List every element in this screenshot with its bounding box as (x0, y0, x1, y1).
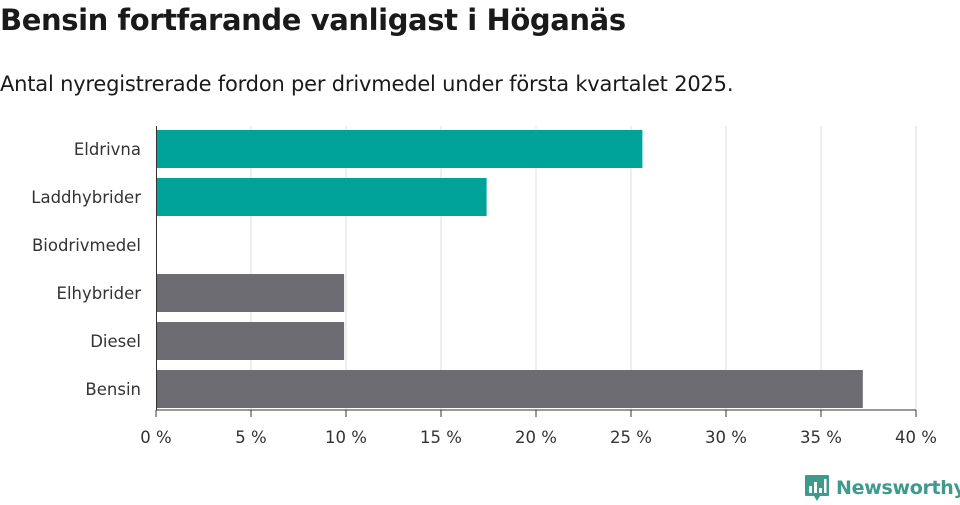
tick-label: 15 % (420, 428, 462, 447)
category-label: Eldrivna (74, 140, 141, 159)
bar (156, 370, 863, 408)
category-label: Elhybrider (57, 284, 142, 303)
tick-label: 25 % (610, 428, 652, 447)
chart-subtitle: Antal nyregistrerade fordon per drivmede… (0, 72, 734, 96)
category-label: Biodrivmedel (32, 236, 141, 255)
bars (156, 130, 863, 408)
tick-label: 5 % (235, 428, 266, 447)
bar (156, 130, 643, 168)
bar (156, 322, 345, 360)
category-label: Diesel (90, 332, 141, 351)
tick-label: 0 % (140, 428, 171, 447)
tick-label: 35 % (800, 428, 842, 447)
tick-label: 20 % (515, 428, 557, 447)
category-label: Laddhybrider (31, 188, 141, 207)
brand-logo: Newsworthy (804, 474, 960, 502)
grid-lines (250, 126, 917, 410)
x-axis: 0 % 5 % 10 % 15 % 20 % 25 % 30 % 35 % 40 % (140, 126, 937, 447)
bar-chart-logo-icon (805, 475, 829, 501)
bar (156, 274, 345, 312)
tick-label: 10 % (325, 428, 367, 447)
category-label: Bensin (85, 380, 141, 399)
tick-label: 40 % (895, 428, 937, 447)
category-labels: Eldrivna Laddhybrider Biodrivmedel Elhybrid… (31, 140, 141, 399)
brand-name: Newsworthy (836, 477, 960, 499)
chart-title: Bensin fortfarande vanligast i Höganäs (0, 3, 626, 37)
bar-chart: 0 % 5 % 10 % 15 % 20 % 25 % 30 % 35 % 40 % Eldri… (31, 126, 937, 447)
tick-label: 30 % (705, 428, 747, 447)
bar (156, 178, 487, 216)
